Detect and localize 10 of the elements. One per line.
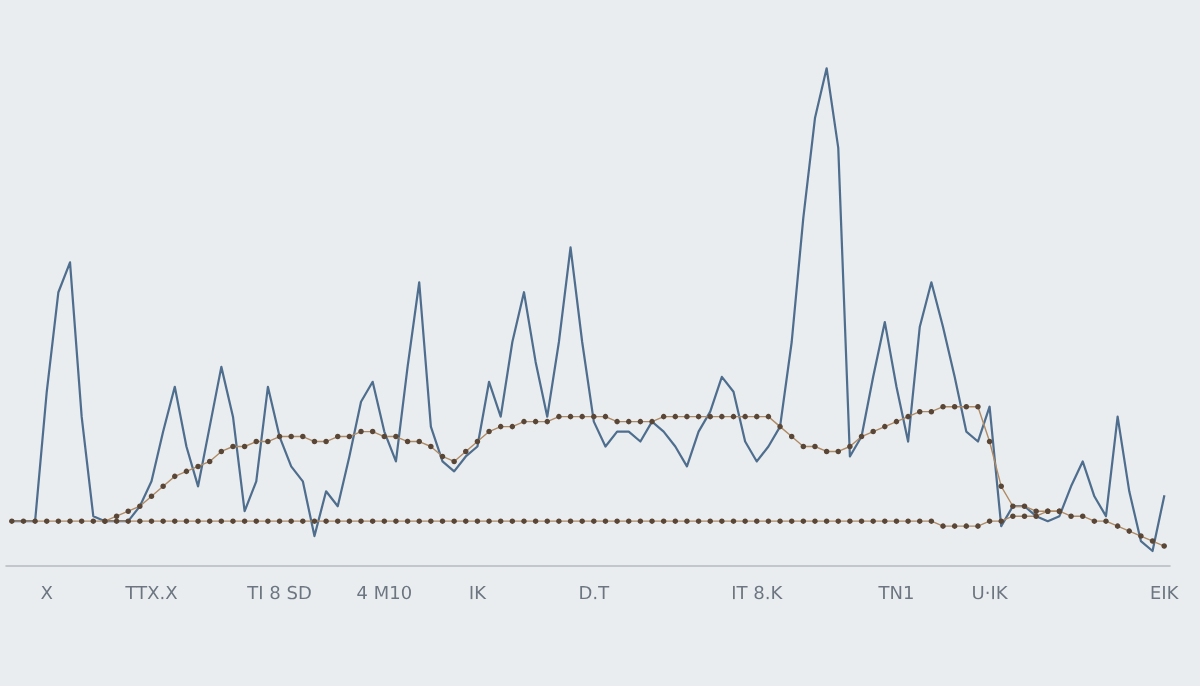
x-tick-label: TI 8 SD bbox=[247, 585, 311, 600]
x-tick-label: TN1 bbox=[878, 585, 913, 600]
x-tick-label: U·IK bbox=[973, 585, 1009, 600]
x-tick-label: D.T bbox=[580, 585, 610, 600]
x-tick-label: TTX.X bbox=[125, 585, 178, 600]
x-tick-label: EIK bbox=[1151, 585, 1179, 600]
x-tick-label: 4 M10 bbox=[357, 585, 411, 600]
x-tick-label: IT 8.K bbox=[732, 585, 783, 600]
x-tick-label: X bbox=[41, 585, 53, 600]
x-tick-label: IK bbox=[470, 585, 487, 600]
